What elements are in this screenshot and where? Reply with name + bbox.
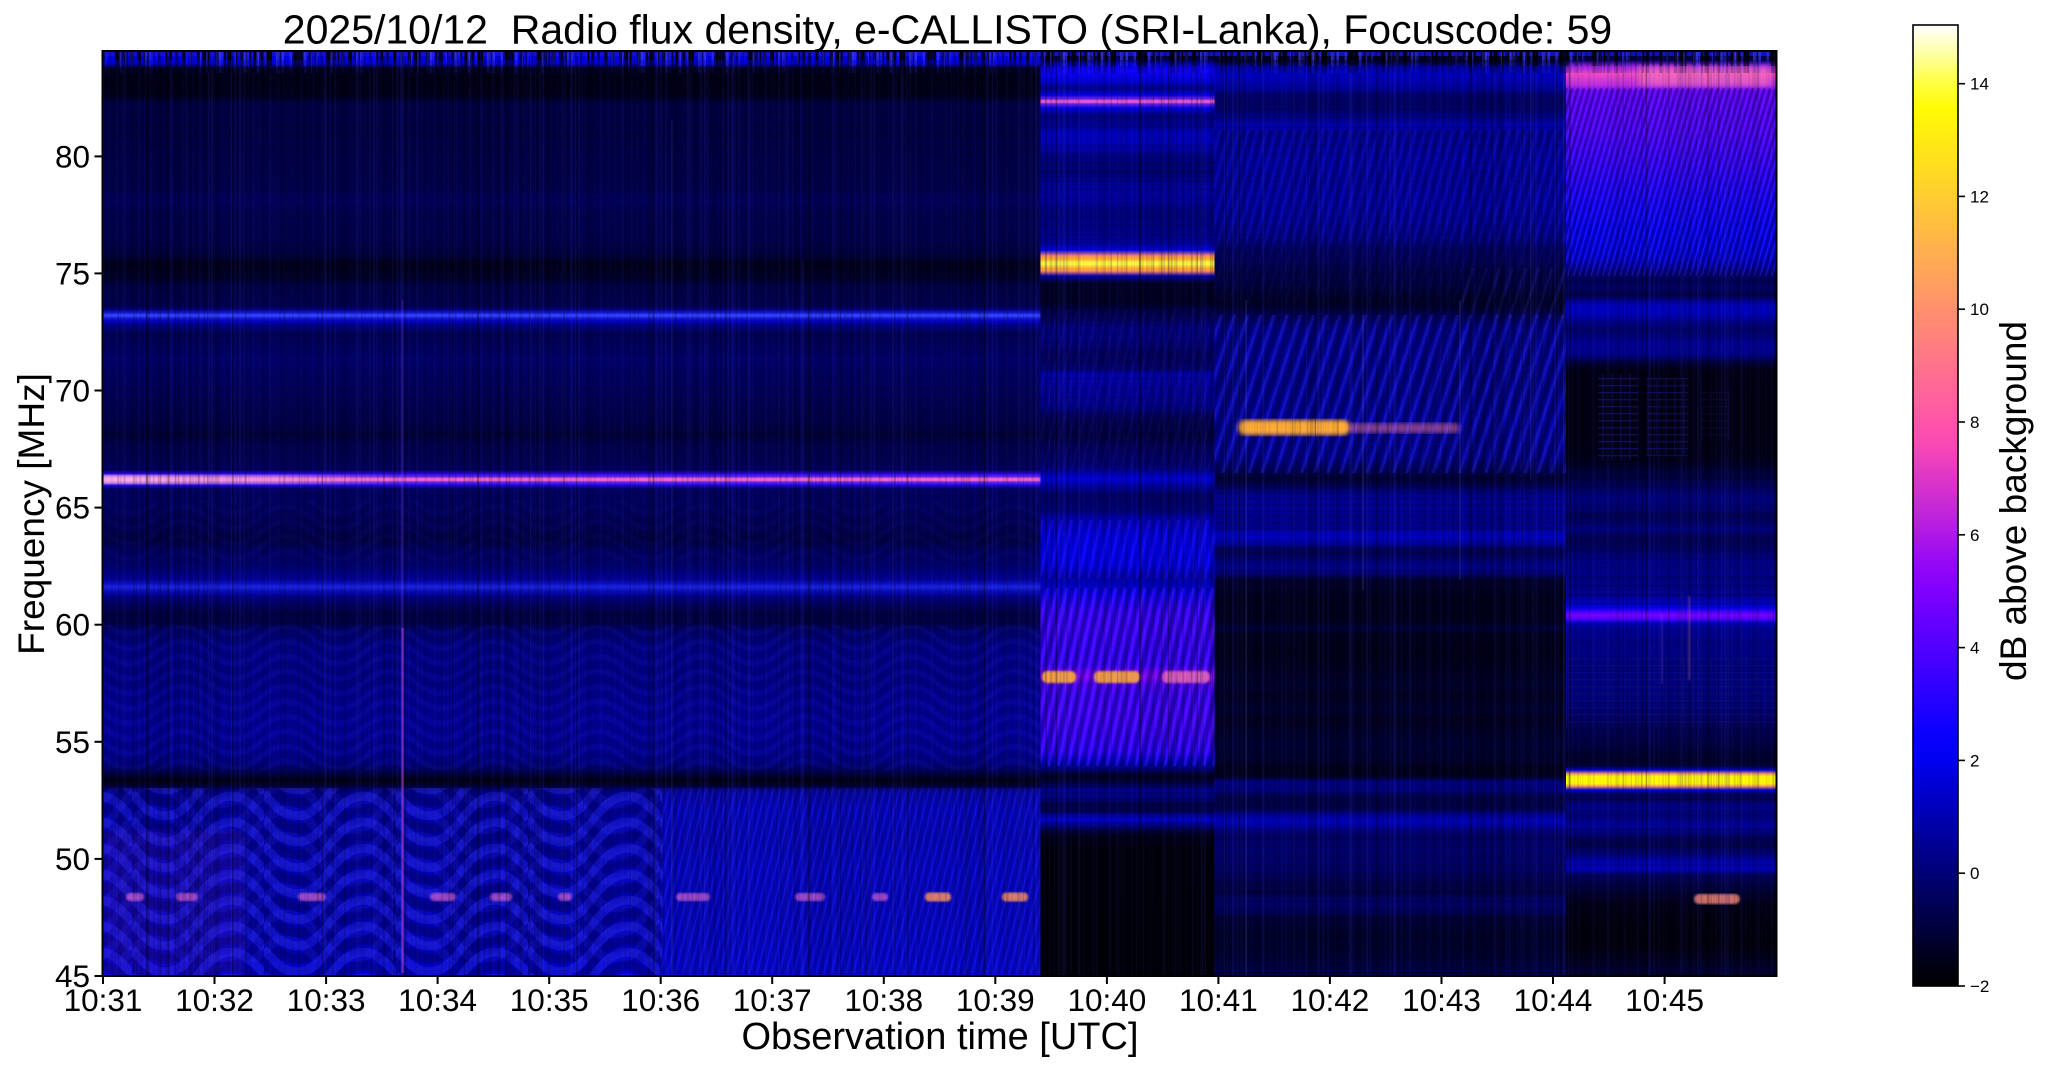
svg-text:10:31: 10:31 bbox=[64, 982, 143, 1018]
svg-text:4: 4 bbox=[1970, 639, 1979, 658]
svg-text:10:45: 10:45 bbox=[1625, 982, 1704, 1018]
svg-text:10:38: 10:38 bbox=[844, 982, 923, 1018]
svg-text:14: 14 bbox=[1970, 75, 1989, 94]
svg-text:10:40: 10:40 bbox=[1067, 982, 1146, 1018]
svg-text:Observation time [UTC]: Observation time [UTC] bbox=[742, 1016, 1139, 1058]
svg-text:10:35: 10:35 bbox=[510, 982, 589, 1018]
svg-text:6: 6 bbox=[1970, 526, 1979, 545]
svg-text:8: 8 bbox=[1970, 413, 1979, 432]
svg-text:10:44: 10:44 bbox=[1514, 982, 1593, 1018]
svg-text:45: 45 bbox=[55, 958, 90, 994]
svg-text:50: 50 bbox=[55, 841, 90, 877]
svg-text:60: 60 bbox=[55, 607, 90, 643]
svg-text:10:42: 10:42 bbox=[1290, 982, 1369, 1018]
svg-text:10:33: 10:33 bbox=[287, 982, 366, 1018]
svg-text:75: 75 bbox=[55, 255, 90, 291]
svg-text:0: 0 bbox=[1970, 864, 1979, 883]
svg-text:2: 2 bbox=[1970, 751, 1979, 770]
svg-text:10:43: 10:43 bbox=[1402, 982, 1481, 1018]
svg-text:Frequency [MHz]: Frequency [MHz] bbox=[11, 373, 52, 655]
svg-text:12: 12 bbox=[1970, 187, 1989, 206]
svg-text:dB above background: dB above background bbox=[1993, 321, 2034, 681]
svg-text:−2: −2 bbox=[1970, 977, 1989, 996]
svg-text:70: 70 bbox=[55, 373, 90, 409]
svg-text:10:39: 10:39 bbox=[956, 982, 1035, 1018]
svg-text:80: 80 bbox=[55, 138, 90, 174]
svg-text:2025/10/12 Radio flux density: 2025/10/12 Radio flux density, e-CALLIST… bbox=[283, 7, 1612, 53]
svg-text:10:36: 10:36 bbox=[621, 982, 700, 1018]
svg-text:10: 10 bbox=[1970, 300, 1989, 319]
svg-text:55: 55 bbox=[55, 724, 90, 760]
svg-text:65: 65 bbox=[55, 490, 90, 526]
svg-text:10:41: 10:41 bbox=[1179, 982, 1258, 1018]
svg-text:10:37: 10:37 bbox=[733, 982, 812, 1018]
svg-text:10:34: 10:34 bbox=[398, 982, 477, 1018]
svg-text:10:32: 10:32 bbox=[175, 982, 254, 1018]
